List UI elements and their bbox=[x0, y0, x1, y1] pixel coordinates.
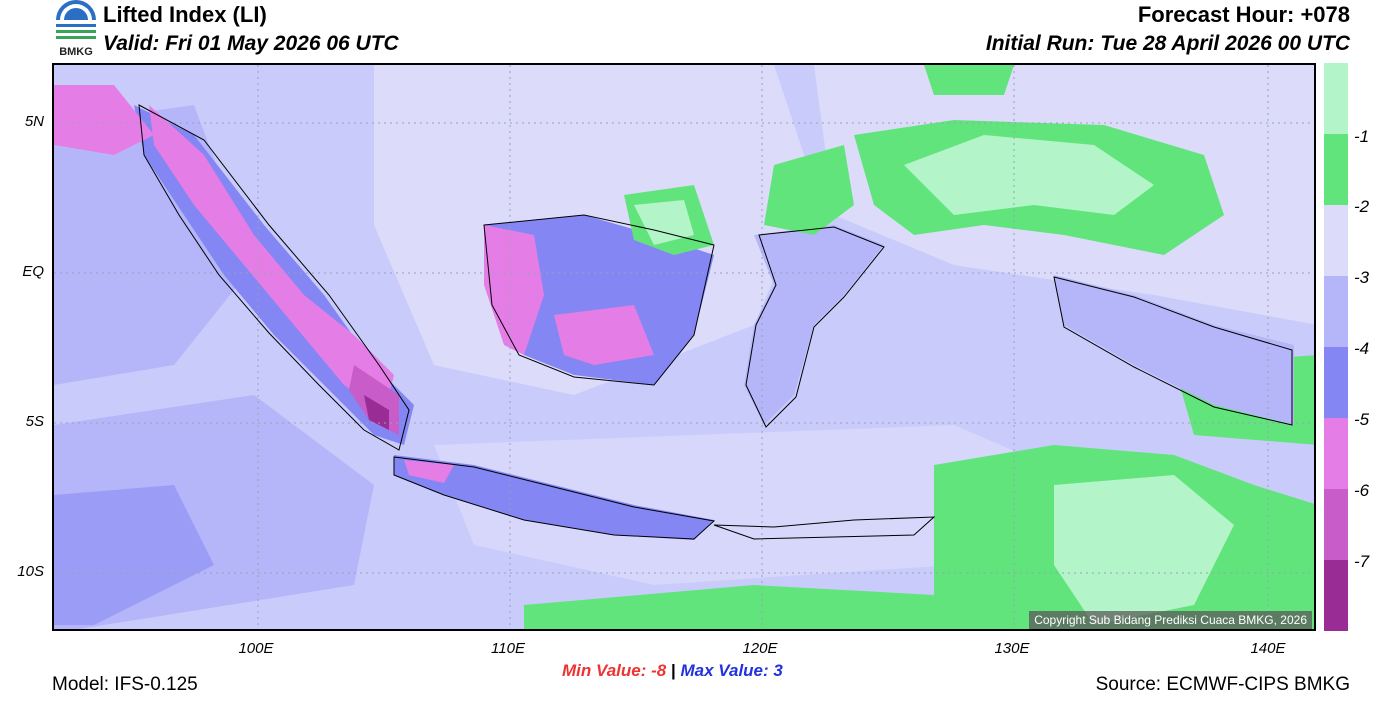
colorbar-label: -6 bbox=[1354, 481, 1370, 500]
valid-time: Valid: Fri 01 May 2026 06 UTC bbox=[103, 32, 399, 55]
forecast-hour: Forecast Hour: +078 bbox=[1137, 2, 1350, 27]
source-label: Source: ECMWF-CIPS BMKG bbox=[1095, 674, 1350, 695]
colorbar-segment bbox=[1324, 489, 1348, 560]
colorbar-label: -7 bbox=[1354, 552, 1370, 571]
max-value: 3 bbox=[773, 661, 783, 680]
colorbar-segment bbox=[1324, 276, 1348, 347]
min-value: -8 bbox=[651, 661, 667, 680]
colorbar-label: -1 bbox=[1354, 127, 1370, 146]
min-max-separator: | bbox=[670, 661, 676, 680]
lon-label-130e: 130E bbox=[994, 640, 1030, 657]
colorbar-segment bbox=[1324, 134, 1348, 205]
copyright-notice: Copyright Sub Bidang Prediksi Cuaca BMKG… bbox=[1029, 611, 1312, 629]
colorbar-segment bbox=[1324, 205, 1348, 276]
lat-label-5s: 5S bbox=[25, 413, 44, 430]
colorbar-label: -4 bbox=[1354, 339, 1370, 358]
logo-text: BMKG bbox=[59, 46, 93, 58]
lat-label-5n: 5N bbox=[24, 113, 44, 130]
model-label: Model: IFS-0.125 bbox=[52, 674, 198, 695]
colorbar-label: -3 bbox=[1354, 268, 1370, 287]
bmkg-logo: BMKG bbox=[52, 0, 100, 62]
min-max-values: Min Value: -8 | Max Value: 3 bbox=[562, 661, 783, 681]
colorbar-label: -5 bbox=[1354, 410, 1370, 429]
lat-label-eq: EQ bbox=[22, 263, 44, 280]
max-value-label: Max Value: bbox=[680, 661, 769, 680]
initial-run: Initial Run: Tue 28 April 2026 00 UTC bbox=[985, 32, 1350, 55]
colorbar bbox=[1324, 63, 1348, 631]
colorbar-segment bbox=[1324, 347, 1348, 418]
bmkg-logo-icon bbox=[56, 0, 96, 39]
colorbar-label: -2 bbox=[1354, 197, 1370, 216]
map-title: Lifted Index (LI) bbox=[103, 2, 267, 27]
colorbar-segment bbox=[1324, 63, 1348, 134]
lifted-index-map bbox=[54, 65, 1314, 629]
lon-label-110e: 110E bbox=[491, 640, 525, 657]
lon-label-120e: 120E bbox=[742, 640, 778, 657]
map-panel bbox=[52, 63, 1316, 631]
lat-label-10s: 10S bbox=[17, 563, 44, 580]
min-value-label: Min Value: bbox=[562, 661, 647, 680]
colorbar-segment bbox=[1324, 560, 1348, 631]
colorbar-segment bbox=[1324, 418, 1348, 489]
lon-label-140e: 140E bbox=[1250, 640, 1286, 657]
lon-label-100e: 100E bbox=[238, 640, 274, 657]
